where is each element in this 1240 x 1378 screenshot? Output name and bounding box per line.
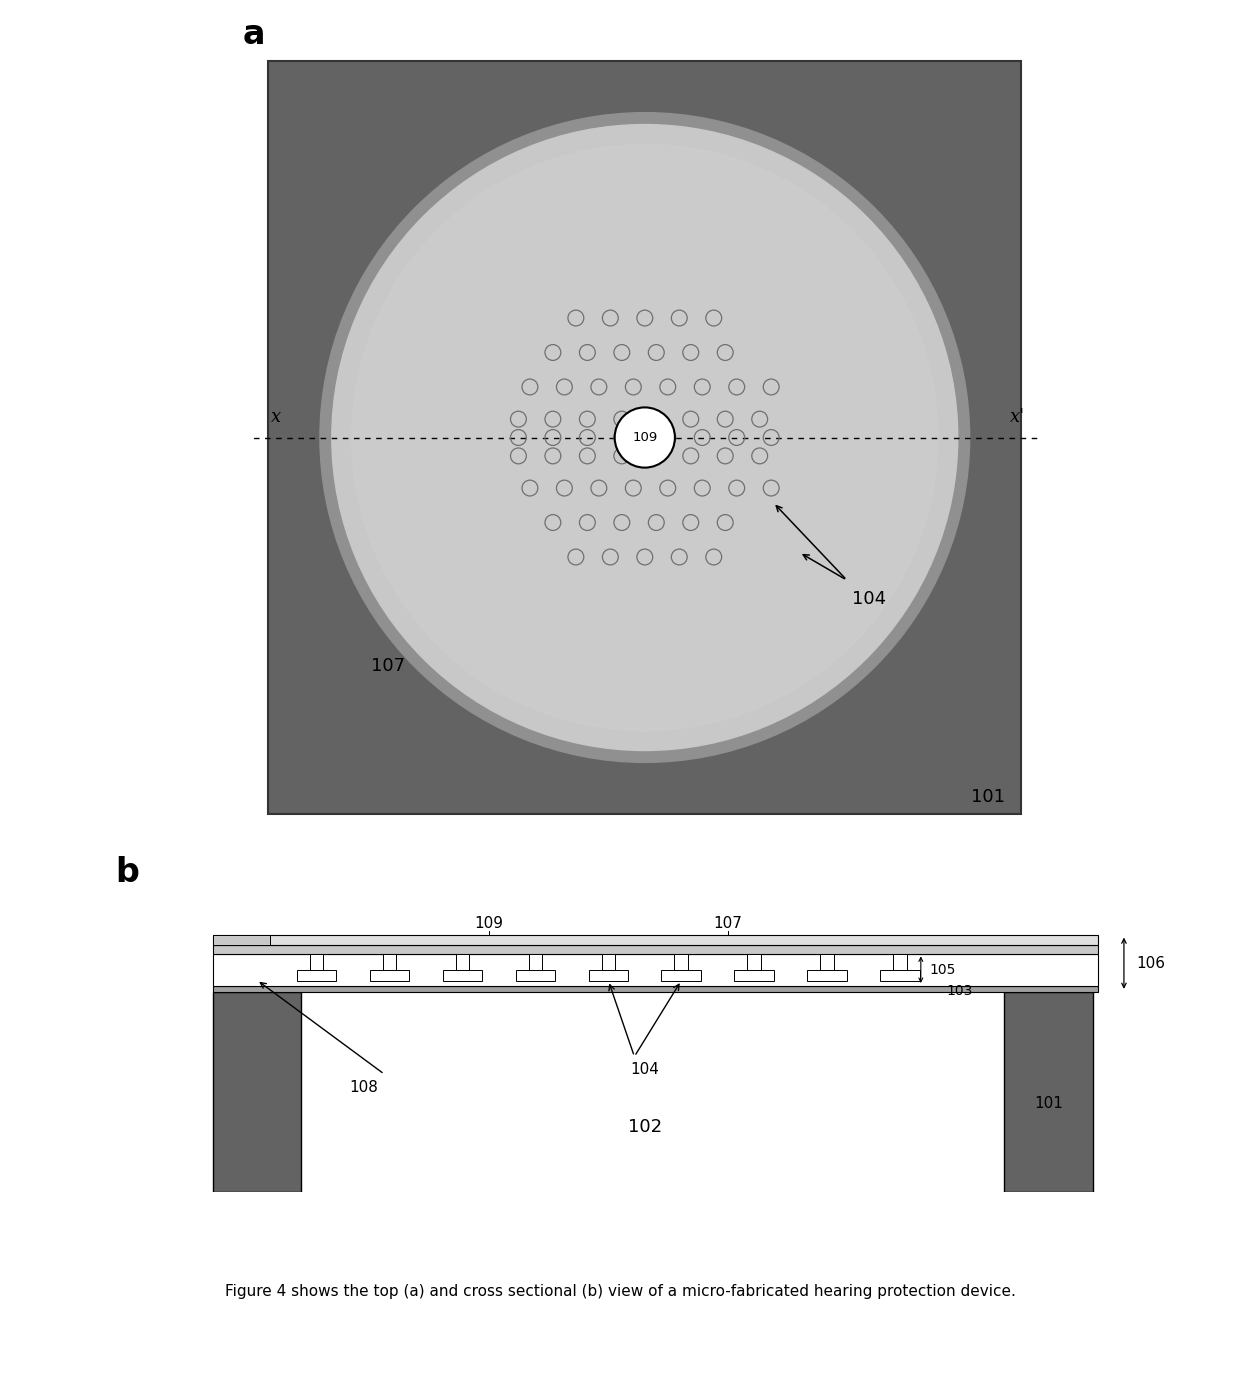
- Text: Figure 4 shows the top (a) and cross sectional (b) view of a micro-fabricated he: Figure 4 shows the top (a) and cross sec…: [224, 1284, 1016, 1299]
- Text: a: a: [242, 18, 265, 51]
- Text: 103: 103: [947, 984, 973, 998]
- Bar: [675, 954, 688, 970]
- Text: x': x': [1011, 408, 1025, 426]
- Bar: [661, 970, 701, 981]
- Bar: [310, 954, 324, 970]
- Text: x: x: [270, 408, 281, 426]
- Bar: [601, 954, 615, 970]
- Bar: [212, 945, 1097, 954]
- Bar: [456, 954, 469, 970]
- Text: 107: 107: [372, 657, 405, 675]
- Circle shape: [352, 145, 937, 730]
- Text: 106: 106: [1136, 956, 1166, 970]
- Bar: [383, 954, 397, 970]
- Text: 101: 101: [971, 788, 1006, 806]
- Bar: [516, 970, 556, 981]
- Bar: [212, 992, 301, 1192]
- Bar: [443, 970, 482, 981]
- Text: b: b: [115, 856, 140, 889]
- Bar: [880, 970, 920, 981]
- Bar: [212, 934, 1097, 945]
- Text: 108: 108: [350, 1080, 378, 1096]
- Text: 104: 104: [630, 1062, 660, 1078]
- Bar: [296, 970, 336, 981]
- Text: 109: 109: [474, 916, 503, 932]
- Text: 105: 105: [929, 963, 956, 977]
- Bar: [212, 934, 270, 945]
- Text: 107: 107: [714, 916, 743, 932]
- Circle shape: [615, 408, 675, 467]
- Bar: [528, 954, 542, 970]
- Circle shape: [332, 124, 957, 751]
- Bar: [748, 954, 761, 970]
- Text: 104: 104: [852, 590, 887, 608]
- Text: 101: 101: [1034, 1096, 1063, 1111]
- Bar: [821, 954, 833, 970]
- Circle shape: [320, 113, 970, 762]
- Bar: [893, 954, 906, 970]
- Bar: [734, 970, 774, 981]
- Bar: [1004, 992, 1092, 1192]
- Text: 102: 102: [627, 1118, 662, 1137]
- Bar: [212, 985, 1097, 992]
- Bar: [807, 970, 847, 981]
- Text: 109: 109: [632, 431, 657, 444]
- Bar: [212, 954, 1097, 985]
- Bar: [370, 970, 409, 981]
- Bar: [589, 970, 629, 981]
